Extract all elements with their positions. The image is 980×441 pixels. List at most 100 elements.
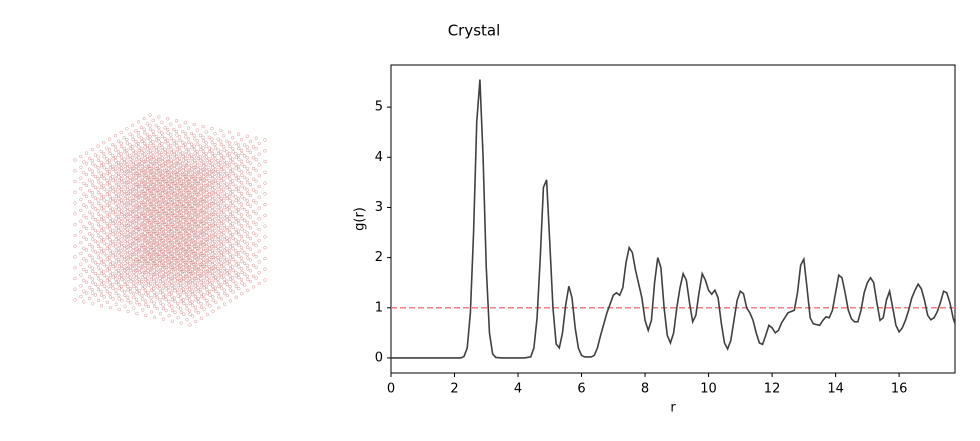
atom [202,217,206,222]
atom [190,189,194,193]
atom [160,253,164,257]
atom [213,218,217,222]
atom [117,275,121,279]
atom [143,199,147,203]
atom [108,306,113,310]
atom [219,257,223,262]
atom [166,249,170,254]
atom [245,145,249,149]
atom [186,191,191,195]
atom [242,197,247,201]
atom [105,214,109,218]
atom [228,144,232,149]
atom [190,224,194,229]
atom [225,239,229,244]
atom [178,249,183,254]
atom [222,234,226,238]
atom [225,261,229,265]
atom [146,150,150,154]
atom [132,231,136,235]
atom [122,225,127,229]
atom [126,191,130,195]
atom [242,143,247,147]
atom [84,291,89,295]
atom [190,221,194,225]
atom [99,239,104,243]
atom [134,218,138,223]
atom [192,262,196,267]
atom [161,159,165,164]
atom [246,181,250,185]
atom [172,174,176,178]
atom [188,258,192,263]
atom [210,223,214,228]
atom [125,238,129,242]
atom [79,284,83,288]
atom [161,149,165,153]
atom [139,147,144,151]
atom [146,190,150,194]
atom [231,276,235,280]
atom [175,158,179,162]
atom [143,213,148,217]
atom [251,220,256,224]
atom [163,190,167,194]
atom [219,211,224,215]
atom [122,150,127,154]
atom [207,160,212,164]
atom [102,187,106,191]
atom [188,280,192,284]
atom [91,172,95,177]
atom [161,292,165,296]
atom [234,227,238,231]
atom [163,247,168,252]
atom [201,146,205,150]
atom [166,260,170,264]
atom [227,141,232,145]
atom [137,281,142,285]
atom [137,216,142,221]
atom [164,272,168,277]
atom [155,296,159,300]
atom [170,197,174,201]
atom [231,243,235,248]
atom [181,165,185,169]
atom [178,185,183,189]
atom [99,164,104,168]
atom [145,229,149,234]
atom [152,215,156,219]
atom [93,228,98,233]
atom [160,260,164,264]
atom [105,268,109,272]
atom [237,276,241,280]
atom [167,260,171,264]
atom [119,249,123,253]
atom [91,280,95,284]
atom [187,262,191,266]
atom [193,172,197,177]
atom [117,200,121,204]
atom [169,226,174,230]
atom [119,162,123,167]
atom [196,278,201,283]
atom [184,235,188,239]
atom [222,223,226,228]
atom [204,273,209,278]
atom [90,244,94,249]
atom [152,172,156,176]
atom [149,202,154,206]
atom [196,181,201,186]
atom [151,229,156,234]
atom [158,297,162,302]
atom [179,167,183,171]
atom [219,171,223,176]
atom [82,224,86,229]
atom [166,174,170,178]
atom [134,240,138,244]
atom [120,212,124,217]
atom [140,154,144,158]
atom [164,176,168,180]
atom [149,267,154,271]
atom [154,188,158,193]
atom [157,262,162,266]
